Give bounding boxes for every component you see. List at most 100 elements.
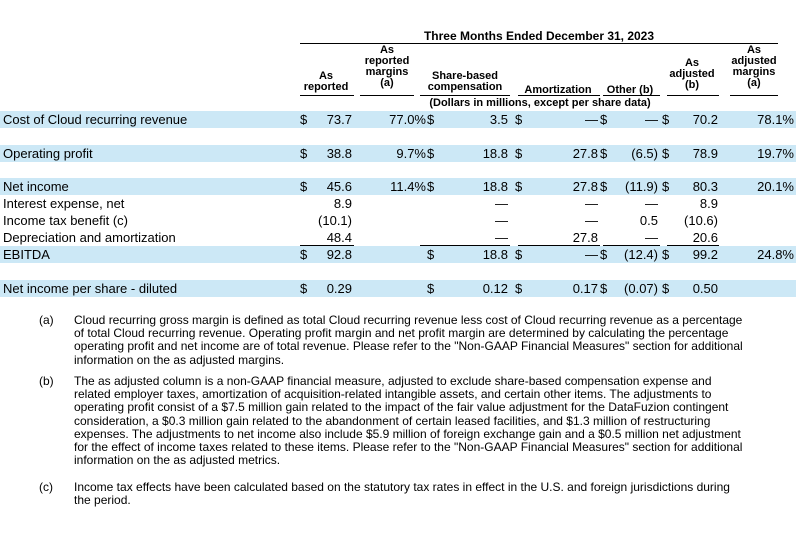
cell-d4: $ <box>600 281 608 296</box>
cell-sbc: — <box>495 196 508 211</box>
cell-adj: 80.3 <box>692 179 718 194</box>
cell-sbc: 18.8 <box>482 247 508 262</box>
row-band-eps <box>0 280 796 297</box>
cell-d1: $ <box>300 179 308 194</box>
period-underline <box>300 43 778 44</box>
cell-rep: 48.4 <box>326 230 352 245</box>
cell-rep: (10.1) <box>318 213 352 228</box>
cell-rmargin: 9.7% <box>396 146 426 161</box>
cell-d3: $ <box>515 146 523 161</box>
header-adjusted-margins: As adjusted margins (a) <box>731 44 777 89</box>
cell-label: Depreciation and amortization <box>3 230 176 245</box>
cell-d2: $ <box>427 281 435 296</box>
ebitda-underline-other <box>603 245 660 246</box>
cell-other: (6.5) <box>631 146 658 161</box>
footnote-line: for the effect of income taxes related t… <box>74 440 743 454</box>
cell-d1: $ <box>300 146 308 161</box>
footnote-line: operating profit and net income are of t… <box>74 339 743 354</box>
cell-d4: $ <box>600 247 608 262</box>
header-as-reported: As reported <box>303 70 349 93</box>
cell-rmargin: 11.4% <box>390 179 426 194</box>
cell-other: — <box>645 230 658 245</box>
footnote-line: information on the as adjusted metrics. <box>74 453 281 468</box>
cell-d1: $ <box>300 281 308 296</box>
cell-d4: $ <box>600 179 608 194</box>
cell-amort: 27.8 <box>572 179 598 194</box>
header-underline-amort <box>518 95 600 96</box>
cell-amort: — <box>585 247 598 262</box>
cell-rep: 8.9 <box>333 196 352 211</box>
cell-rep: 73.7 <box>326 112 352 127</box>
cell-rep: 38.8 <box>326 146 352 161</box>
header-underline-rep <box>300 95 354 96</box>
cell-rep: 0.29 <box>326 281 352 296</box>
units-note: (Dollars in millions, except per share d… <box>429 97 651 109</box>
cell-label: Operating profit <box>3 146 93 161</box>
cell-sbc: 0.12 <box>482 281 508 296</box>
cell-amargin: 78.1% <box>757 112 794 127</box>
row-band-cost <box>0 111 796 128</box>
cell-d2: $ <box>427 247 435 262</box>
period-heading: Three Months Ended December 31, 2023 <box>423 29 655 43</box>
header-other: Other (b) <box>606 84 654 96</box>
cell-rep: 45.6 <box>326 179 352 194</box>
cell-amort: — <box>585 196 598 211</box>
cell-adj: 70.2 <box>692 112 718 127</box>
cell-rep: 92.8 <box>326 247 352 262</box>
cell-other: — <box>645 196 658 211</box>
footnote-line: Income tax effects have been calculated … <box>74 480 730 494</box>
cell-d3: $ <box>515 179 523 194</box>
cell-amargin: 19.7% <box>757 146 794 161</box>
header-sbc: Share-based compensation <box>427 70 503 93</box>
footnote-line: related employer taxes, amortization of … <box>74 387 712 402</box>
cell-adj: 0.50 <box>692 281 718 296</box>
footnote-line: information on the as adjusted margins. <box>74 352 285 367</box>
footnote-line: expenses. The adjustments to net income … <box>74 426 741 441</box>
cell-sbc: 18.8 <box>482 146 508 161</box>
cell-d1: $ <box>300 247 308 262</box>
footnote-mark: (a) <box>39 313 54 327</box>
header-underline-sbc <box>420 95 510 96</box>
cell-label: Cost of Cloud recurring revenue <box>3 112 188 127</box>
cell-d4: $ <box>600 146 608 161</box>
cell-sbc: — <box>495 213 508 228</box>
cell-d2: $ <box>427 179 435 194</box>
cell-d3: $ <box>515 281 523 296</box>
cell-other: 0.5 <box>639 213 658 228</box>
header-underline-rmargin <box>360 95 414 96</box>
cell-other: (0.07) <box>624 281 658 296</box>
header-reported-margins: As reported margins (a) <box>364 44 410 89</box>
header-underline-amargin <box>730 95 778 96</box>
footnote-line: of total Cloud recurring revenue. Operat… <box>74 326 729 341</box>
cell-d3: $ <box>515 247 523 262</box>
cell-d1: $ <box>300 112 308 127</box>
footnote-mark: (b) <box>39 374 54 388</box>
cell-adj: 8.9 <box>699 196 718 211</box>
cell-amort: 27.8 <box>572 230 598 245</box>
header-as-adjusted: As adjusted (b) <box>669 57 715 91</box>
cell-d5: $ <box>662 146 670 161</box>
header-underline-adj <box>667 95 719 96</box>
ebitda-underline-adj <box>667 245 719 246</box>
header-amortization: Amortization <box>524 84 592 96</box>
cell-d5: $ <box>662 281 670 296</box>
footnote-mark: (c) <box>39 480 53 494</box>
cell-other: (11.9) <box>625 179 658 194</box>
ebitda-underline-sbc <box>420 245 510 246</box>
footnote-line: Cloud recurring gross margin is defined … <box>74 313 743 327</box>
cell-d5: $ <box>662 179 670 194</box>
ebitda-underline-amort <box>518 245 600 246</box>
cell-label: EBITDA <box>3 247 50 262</box>
cell-d5: $ <box>662 247 670 262</box>
footnote-line: operating profit consist of a $7.5 milli… <box>74 400 729 415</box>
row-band-ebitda <box>0 246 796 263</box>
cell-adj: (10.6) <box>684 213 718 228</box>
header-underline-other <box>603 95 660 96</box>
cell-other: — <box>645 112 658 127</box>
cell-label: Net income per share - diluted <box>3 281 178 296</box>
cell-d2: $ <box>427 146 435 161</box>
footnote-line: The as adjusted column is a non-GAAP fin… <box>74 374 712 388</box>
cell-d3: $ <box>515 112 523 127</box>
row-band-netincome <box>0 178 796 195</box>
cell-adj: 99.2 <box>692 247 718 262</box>
